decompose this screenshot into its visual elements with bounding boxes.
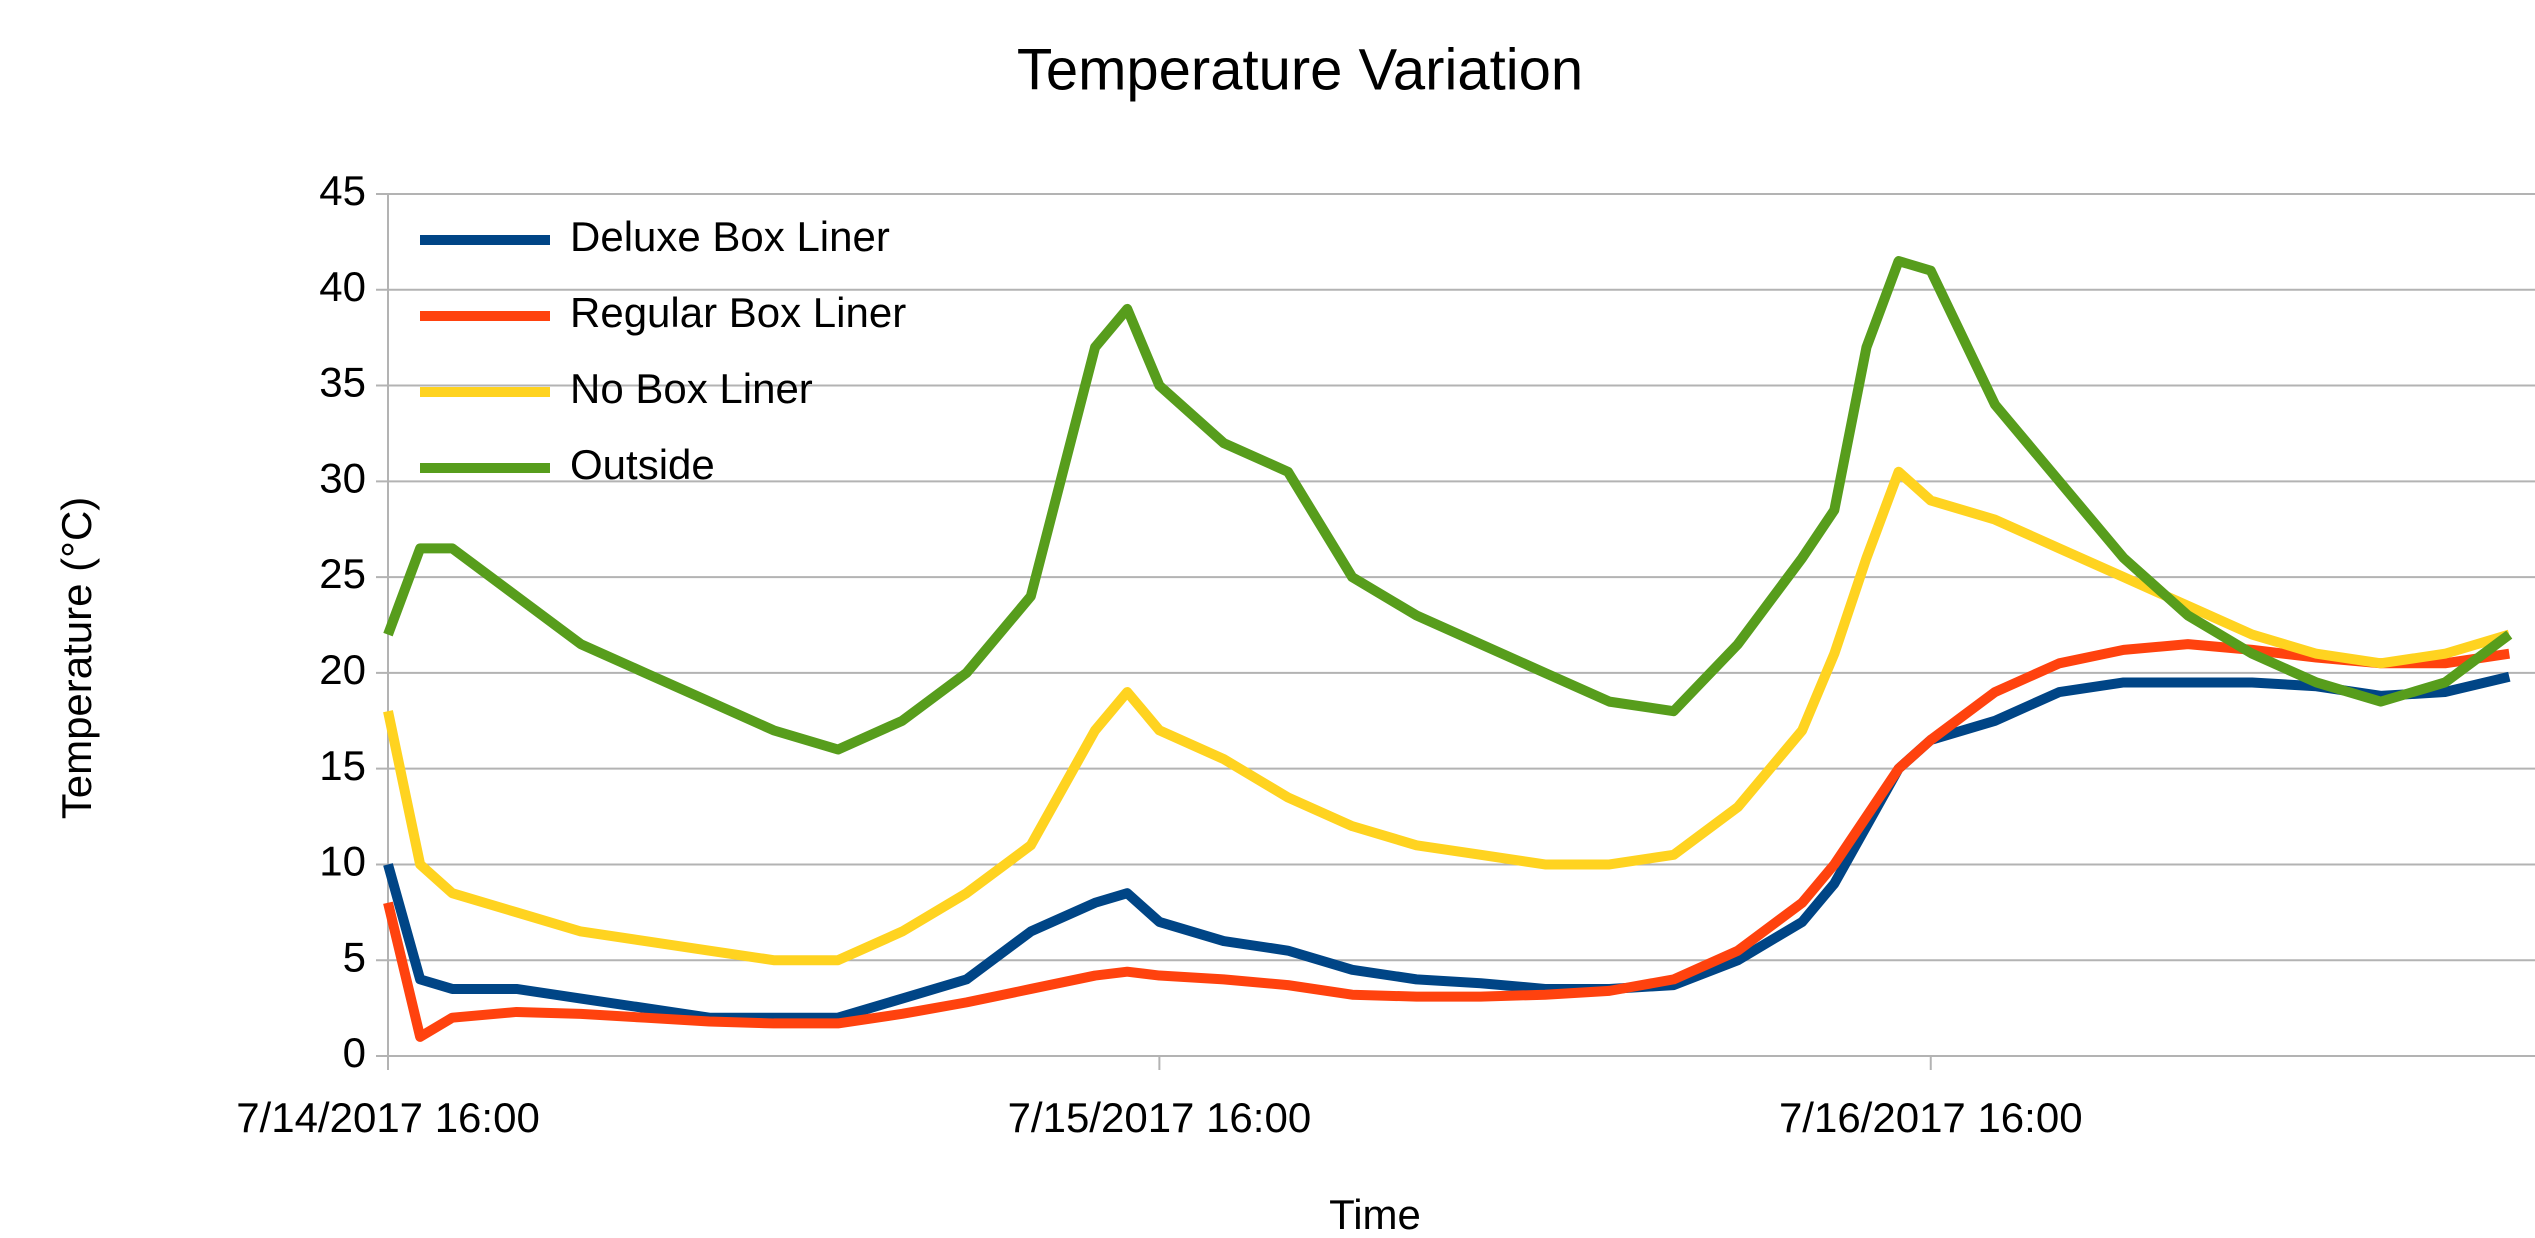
series-line (383, 466, 2511, 966)
y-tick-label: 45 (319, 167, 366, 214)
y-tick-label: 40 (319, 263, 366, 310)
y-tick-label: 5 (343, 933, 366, 980)
series-line (383, 639, 2511, 1042)
legend-label: Outside (570, 441, 715, 488)
y-tick-label: 0 (343, 1029, 366, 1076)
x-tick-label: 7/14/2017 16:00 (236, 1094, 540, 1141)
y-tick-label: 10 (319, 838, 366, 885)
legend-label: No Box Liner (570, 365, 813, 412)
y-tick-label: 25 (319, 550, 366, 597)
y-tick-label: 35 (319, 359, 366, 406)
y-axis-label: Temperature (°C) (53, 497, 100, 820)
chart-title: Temperature Variation (1017, 37, 1583, 102)
legend-label: Deluxe Box Liner (570, 213, 890, 260)
x-tick-label: 7/15/2017 16:00 (1008, 1094, 1312, 1141)
y-tick-label: 15 (319, 742, 366, 789)
y-tick-label: 30 (319, 454, 366, 501)
x-axis-label: Time (1329, 1191, 1421, 1238)
legend-label: Regular Box Liner (570, 289, 906, 336)
series-line (383, 256, 2513, 755)
x-tick-label: 7/16/2017 16:00 (1779, 1094, 2083, 1141)
y-tick-label: 20 (319, 646, 366, 693)
